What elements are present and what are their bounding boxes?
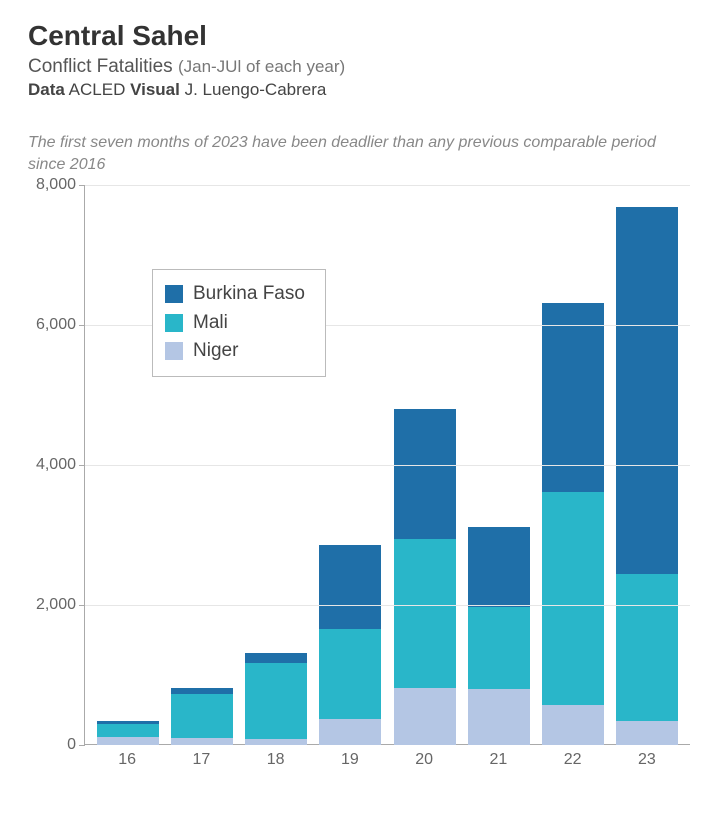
legend-swatch — [165, 314, 183, 332]
legend-label: Mali — [193, 309, 228, 338]
bar-segment-burkina-faso — [468, 527, 530, 608]
bar-segment-niger — [468, 689, 530, 746]
y-tick-label: 8,000 — [36, 176, 76, 194]
bar-segment-niger — [394, 688, 456, 745]
y-tick-label: 0 — [67, 736, 76, 754]
bar-segment-mali — [171, 694, 233, 737]
y-axis: 02,0004,0006,0008,000 — [28, 185, 84, 745]
bar-segment-burkina-faso — [394, 409, 456, 539]
bar-segment-mali — [394, 539, 456, 687]
bar-group — [616, 207, 678, 745]
bar-segment-niger — [616, 721, 678, 746]
legend-item: Niger — [165, 337, 305, 366]
grid-line — [85, 465, 690, 466]
bar-segment-burkina-faso — [245, 653, 307, 664]
y-tick-label: 4,000 — [36, 456, 76, 474]
subtitle-main: Conflict Fatalities — [28, 56, 173, 77]
grid-line — [85, 605, 690, 606]
bar-segment-niger — [97, 737, 159, 745]
data-label: Data — [28, 80, 65, 99]
bar-group — [319, 545, 381, 745]
data-source: ACLED — [69, 80, 126, 99]
x-tick-label: 18 — [245, 751, 307, 769]
legend-swatch — [165, 342, 183, 360]
bar-segment-niger — [171, 738, 233, 746]
bar-segment-niger — [319, 719, 381, 745]
bar-segment-niger — [542, 705, 604, 745]
x-tick-label: 23 — [616, 751, 678, 769]
subtitle-period: (Jan-JUl of each year) — [178, 57, 345, 76]
x-tick-label: 17 — [170, 751, 232, 769]
chart-credit: Data ACLED Visual J. Luengo-Cabrera — [28, 80, 692, 100]
x-axis: 16 17 18 19 20 21 22 23 — [84, 745, 690, 769]
x-tick-label: 20 — [393, 751, 455, 769]
x-tick-label: 22 — [542, 751, 604, 769]
bar-group — [394, 409, 456, 745]
legend-label: Burkina Faso — [193, 280, 305, 309]
chart-subtitle: Conflict Fatalities (Jan-JUl of each yea… — [28, 56, 692, 78]
bar-segment-burkina-faso — [542, 303, 604, 492]
legend-label: Niger — [193, 337, 238, 366]
chart-area: 02,0004,0006,0008,000 1617181920212223 B… — [28, 185, 690, 785]
bar-segment-burkina-faso — [319, 545, 381, 629]
bar-group — [171, 688, 233, 745]
bar-segment-burkina-faso — [616, 207, 678, 575]
visual-label: Visual — [130, 80, 180, 99]
y-tick-label: 2,000 — [36, 596, 76, 614]
chart-title: Central Sahel — [28, 20, 692, 52]
x-tick-label: 16 — [96, 751, 158, 769]
legend-item: Mali — [165, 309, 305, 338]
bar-group — [542, 303, 604, 745]
bar-group — [468, 527, 530, 745]
bar-segment-mali — [97, 724, 159, 737]
bar-segment-mali — [468, 607, 530, 688]
chart-caption: The first seven months of 2023 have been… — [28, 132, 692, 175]
visual-author: J. Luengo-Cabrera — [185, 80, 327, 99]
x-tick-label: 19 — [319, 751, 381, 769]
bar-segment-mali — [245, 663, 307, 739]
bar-segment-mali — [542, 492, 604, 706]
bar-group — [245, 653, 307, 745]
y-tick-label: 6,000 — [36, 316, 76, 334]
bar-group — [97, 721, 159, 745]
grid-line — [85, 185, 690, 186]
bar-segment-mali — [319, 629, 381, 719]
legend: Burkina FasoMaliNiger — [152, 269, 326, 377]
x-tick-label: 21 — [467, 751, 529, 769]
legend-item: Burkina Faso — [165, 280, 305, 309]
bar-segment-mali — [616, 574, 678, 720]
legend-swatch — [165, 285, 183, 303]
